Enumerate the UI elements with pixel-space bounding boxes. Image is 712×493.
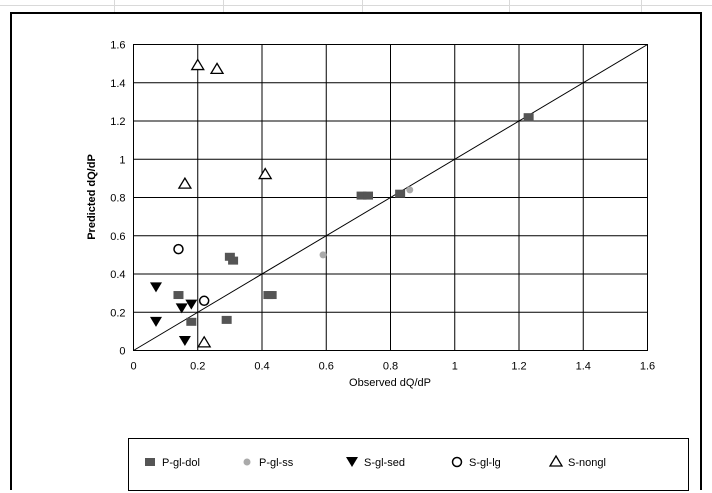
legend-marker (548, 454, 564, 467)
data-point (228, 256, 239, 265)
y-tick-label: 1.2 (110, 116, 125, 128)
y-tick-label: 0.2 (110, 307, 125, 319)
x-tick-label: 1.2 (511, 361, 526, 373)
y-tick-label: 0.4 (110, 269, 125, 281)
y-tick-label: 1.6 (110, 40, 125, 52)
x-tick-label: 0.4 (254, 361, 269, 373)
legend-marker (145, 458, 155, 466)
data-point (173, 243, 184, 255)
legend-marker (451, 456, 463, 468)
y-tick-label: 1 (119, 154, 125, 166)
legend-label: S-nongl (568, 457, 606, 469)
legend-marker (243, 458, 251, 466)
data-point (190, 58, 205, 71)
legend-label: S-gl-lg (469, 457, 501, 469)
data-point (356, 191, 367, 200)
data-point (177, 176, 193, 189)
data-point (395, 189, 406, 198)
data-point (319, 251, 327, 259)
x-tick-label: 1.4 (576, 361, 591, 373)
data-point (363, 191, 374, 200)
y-tick-label: 1.4 (110, 78, 125, 90)
data-point (266, 291, 277, 300)
data-point (149, 282, 162, 293)
data-point (197, 335, 212, 348)
y-tick-label: 0 (119, 346, 125, 358)
data-point (221, 315, 232, 324)
legend-marker (346, 457, 358, 467)
one-to-one-line (133, 44, 648, 351)
x-axis-title: Observed dQ/dP (349, 377, 431, 389)
x-tick-label: 0 (130, 361, 136, 373)
x-tick-label: 1.6 (640, 361, 655, 373)
data-point (523, 113, 534, 122)
data-point (186, 317, 197, 326)
data-point (175, 303, 188, 314)
data-point (258, 167, 273, 180)
x-tick-label: 0.6 (319, 361, 334, 373)
plot-area (133, 44, 648, 351)
legend-label: S-gl-sed (364, 457, 405, 469)
data-point (209, 62, 225, 75)
y-axis-title: Predicted dQ/dP (86, 154, 98, 240)
data-point (406, 186, 414, 194)
x-tick-label: 0.2 (190, 361, 205, 373)
legend-box (128, 438, 689, 491)
data-point (173, 291, 184, 300)
legend-label: P-gl-ss (259, 457, 294, 469)
tick-labels: 0 0.2 0.4 0.6 0.8 1 1.2 1.4 1.6 0 0.2 0.4 0.6 0.8 1 1.2… (110, 40, 655, 373)
y-tick-label: 0.6 (110, 231, 125, 243)
legend: P-gl-dol P-gl-ss S-gl-sed S-gl-lg S-nongl (145, 454, 606, 469)
x-tick-label: 1 (452, 361, 458, 373)
data-points (149, 58, 534, 348)
reference-line-layer (133, 44, 648, 351)
data-point (185, 299, 198, 310)
chart-frame (10, 12, 702, 490)
x-tick-label: 0.8 (383, 361, 398, 373)
data-point (178, 335, 191, 346)
legend-label: P-gl-dol (162, 457, 200, 469)
y-tick-label: 0.8 (110, 193, 125, 205)
data-point (149, 316, 162, 327)
data-point (198, 295, 210, 307)
